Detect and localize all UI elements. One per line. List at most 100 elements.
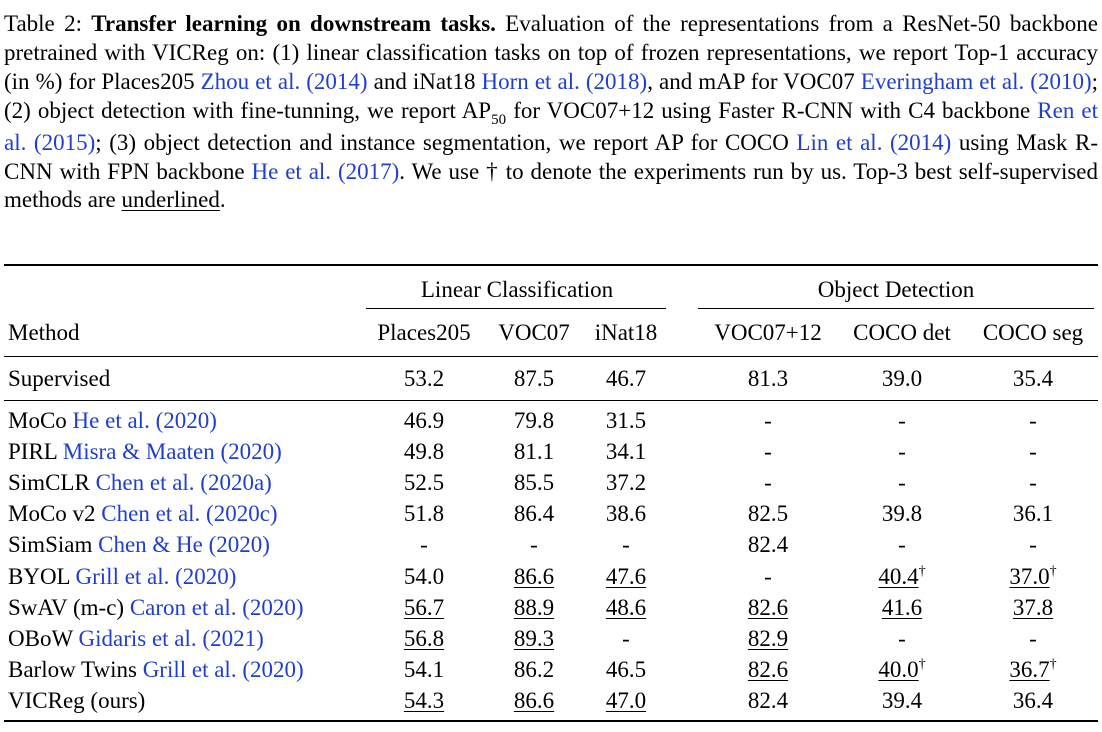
table-cell: 86.6 — [514, 564, 554, 590]
citation-link[interactable]: Chen et al. (2020c) — [95, 501, 278, 526]
method-name: BYOL — [8, 564, 70, 589]
table-cell: 86.2 — [514, 657, 554, 683]
group-rule-linear — [366, 308, 666, 309]
method-name: SimSiam — [8, 532, 93, 557]
cell-value: 46.5 — [605, 657, 647, 682]
table-cell: 54.3 — [404, 688, 444, 714]
table-row: MoCo v2 Chen et al. (2020c) — [8, 501, 278, 527]
citation-link[interactable]: Caron et al. (2020) — [124, 595, 304, 620]
cell-value: 39.0 — [881, 366, 923, 391]
column-header: Places205 — [377, 320, 471, 345]
table-cell: 82.9 — [748, 626, 788, 652]
table-cell: 56.8 — [404, 626, 444, 652]
table-cell: 49.8 — [404, 439, 444, 465]
cell-value: - — [898, 532, 906, 557]
citation-link[interactable]: Chen et al. (2020a) — [89, 470, 272, 495]
citation-link[interactable]: Ren et al. (2015) — [4, 97, 1098, 155]
citation-link[interactable]: Misra & Maaten (2020) — [57, 439, 282, 464]
bottom-rule — [4, 720, 1098, 722]
cell-value: 82.5 — [747, 501, 789, 526]
citation-link[interactable]: He et al. (2017) — [251, 158, 400, 184]
cell-value: - — [898, 626, 906, 651]
table-cell: - — [764, 408, 772, 434]
column-header: VOC07 — [498, 320, 570, 345]
cell-value: 82.6 — [747, 595, 789, 620]
citation-link[interactable]: Grill et al. (2020) — [69, 564, 237, 589]
citation-link[interactable]: Grill et al. (2020) — [136, 657, 304, 682]
table-cell: 53.2 — [404, 366, 444, 392]
table-cell: 39.4 — [882, 688, 922, 714]
table-cell: 82.4 — [748, 688, 788, 714]
table-caption: Table 2: Transfer learning on downstream… — [4, 10, 1098, 215]
cell-value: 47.0 — [605, 688, 647, 713]
cell-value: 86.2 — [513, 657, 555, 682]
cell-value: 85.5 — [513, 470, 555, 495]
cell-value: 35.4 — [1012, 366, 1054, 391]
table-cell: 47.6 — [606, 564, 646, 590]
citation-link[interactable]: Gidaris et al. (2021) — [72, 626, 264, 651]
cell-value: 34.1 — [605, 439, 647, 464]
table-cell: 31.5 — [606, 408, 646, 434]
cell-value: - — [1029, 470, 1037, 495]
citation-link[interactable]: Horn et al. (2018) — [481, 68, 648, 94]
dagger-mark: † — [1049, 657, 1057, 672]
cell-value: 88.9 — [513, 595, 555, 620]
table-cell: 85.5 — [514, 470, 554, 496]
cell-value: - — [764, 470, 772, 495]
table-cell: 54.0 — [404, 564, 444, 590]
cell-value: 37.0 — [1009, 564, 1050, 589]
citation-link[interactable]: He et al. (2020) — [66, 408, 217, 433]
cell-value: 89.3 — [513, 626, 555, 651]
cell-value: - — [420, 532, 428, 557]
table-cell: 51.8 — [404, 501, 444, 527]
method-name: OBoW — [8, 626, 73, 651]
cell-value: - — [764, 408, 772, 433]
cell-value: 87.5 — [513, 366, 555, 391]
table-cell: - — [622, 532, 630, 558]
citation-link[interactable]: Everingham et al. (2010) — [860, 68, 1092, 94]
dagger-mark: † — [918, 657, 926, 672]
cell-value: 53.2 — [403, 366, 445, 391]
table-cell: 40.4† — [878, 564, 925, 594]
cell-value: 46.9 — [403, 408, 445, 433]
table-cell: 47.0 — [606, 688, 646, 714]
table-cell: 34.1 — [606, 439, 646, 465]
table-cell: 39.0 — [882, 366, 922, 392]
column-header-method: Method — [8, 320, 80, 345]
method-name: MoCo v2 — [8, 501, 96, 526]
table-cell: - — [898, 532, 906, 558]
table-cell: - — [898, 626, 906, 652]
table-cell: - — [1029, 439, 1037, 465]
table-row: SimCLR Chen et al. (2020a) — [8, 470, 272, 496]
subscript: 50 — [491, 111, 507, 128]
table-cell: 89.3 — [514, 626, 554, 652]
citation-link[interactable]: Lin et al. (2014) — [796, 129, 952, 155]
table-cell: - — [420, 532, 428, 558]
table-row: MoCo He et al. (2020) — [8, 408, 217, 434]
cell-value: - — [898, 439, 906, 464]
cell-value: 82.9 — [747, 626, 789, 651]
cell-value: 54.3 — [403, 688, 445, 713]
citation-link[interactable]: Zhou et al. (2014) — [200, 68, 368, 94]
table-row: VICReg (ours) — [8, 688, 145, 714]
cell-value: 46.7 — [605, 366, 647, 391]
method-name: Barlow Twins — [8, 657, 137, 682]
method-name: SwAV (m-c) — [8, 595, 125, 620]
header-rule — [4, 356, 1098, 357]
cell-value: 40.0 — [878, 657, 919, 682]
cell-value: 38.6 — [605, 501, 647, 526]
table-cell: 87.5 — [514, 366, 554, 392]
table-cell: - — [898, 439, 906, 465]
citation-link[interactable]: Chen & He (2020) — [92, 532, 270, 557]
table-cell: 35.4 — [1013, 366, 1053, 392]
table-cell: - — [764, 470, 772, 496]
cell-value: 82.4 — [747, 688, 789, 713]
table-cell: 37.2 — [606, 470, 646, 496]
cell-value: 31.5 — [605, 408, 647, 433]
cell-value: 82.4 — [747, 532, 789, 557]
table-cell: 36.7† — [1009, 657, 1056, 687]
table-cell: 37.8 — [1013, 595, 1053, 621]
cell-value: 36.7 — [1009, 657, 1050, 682]
table-cell: 88.9 — [514, 595, 554, 621]
